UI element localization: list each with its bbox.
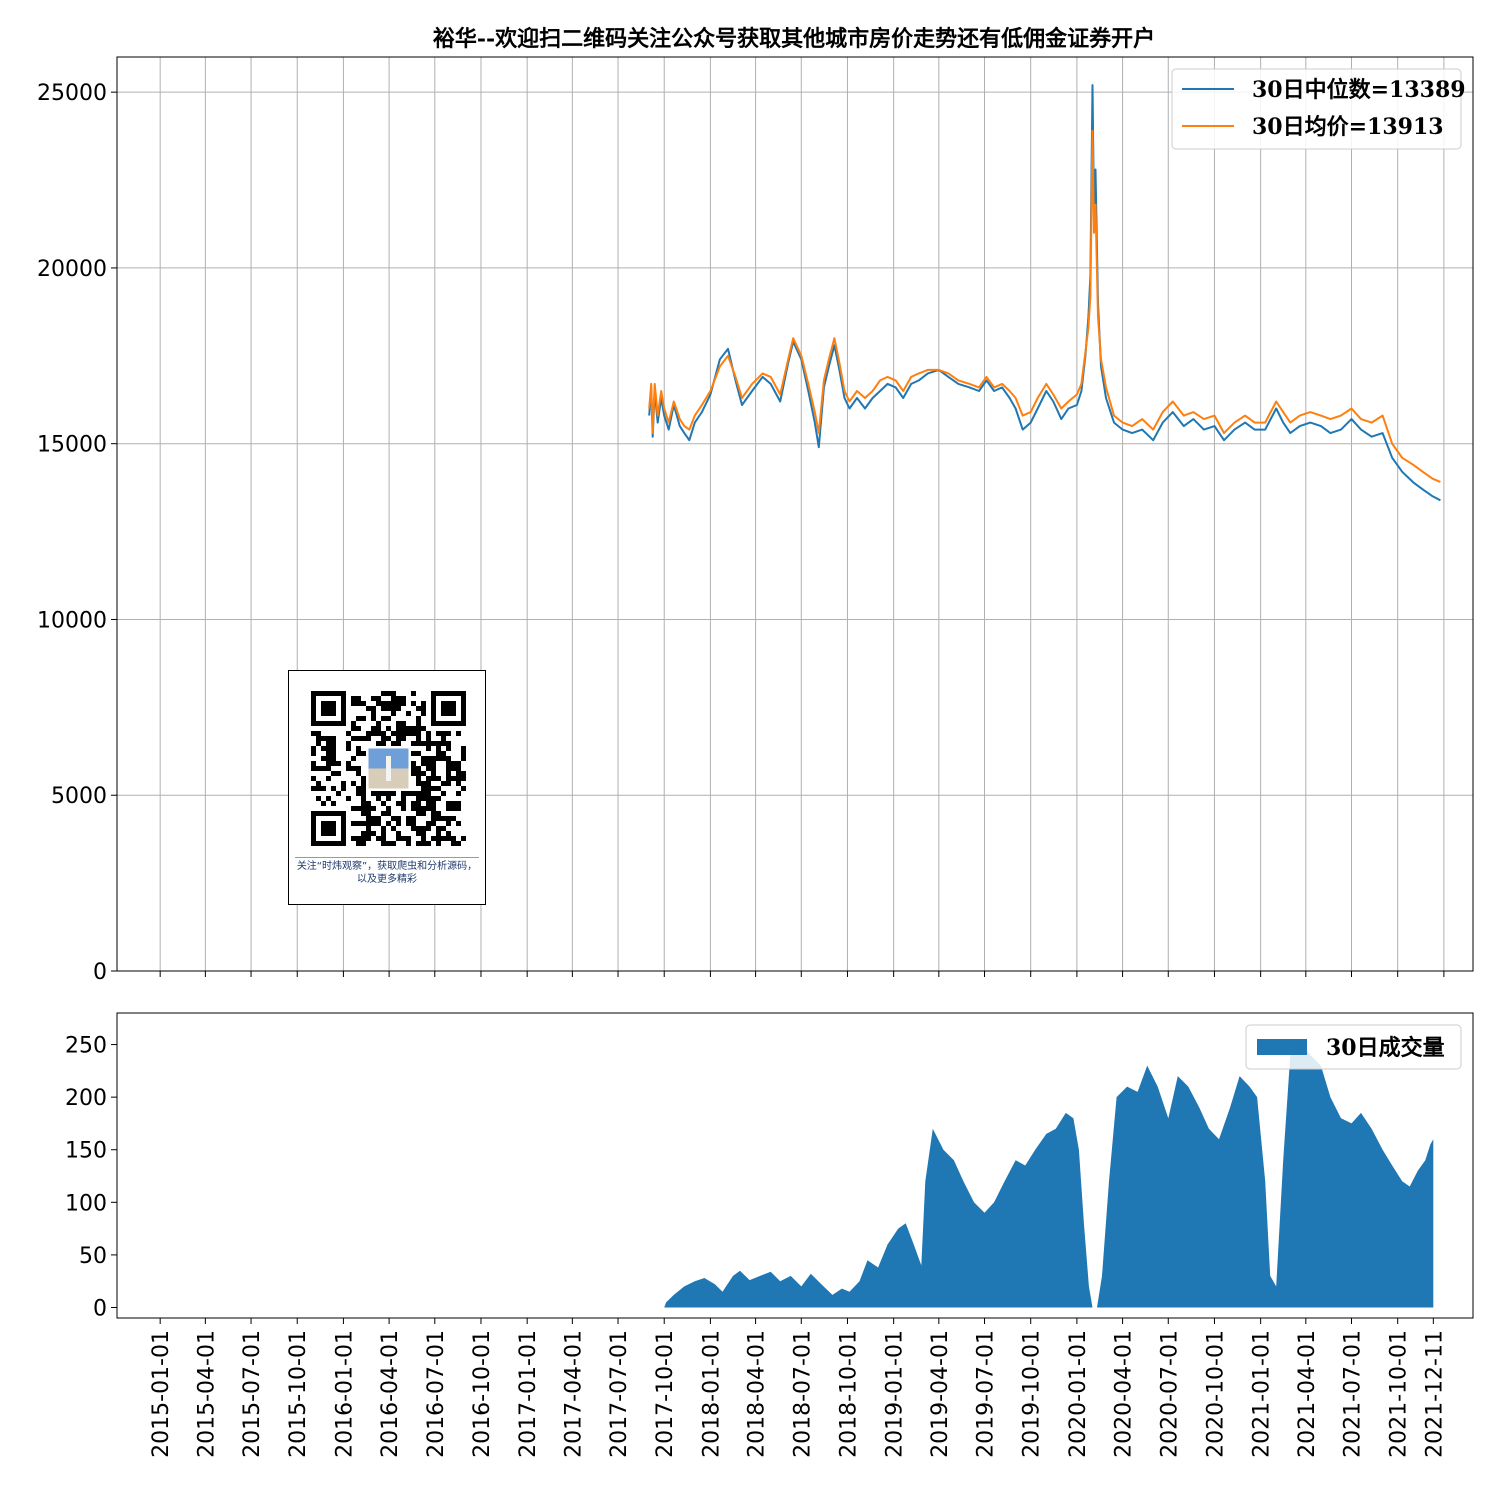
x-tick-label: 2021-10-01 <box>1387 1330 1412 1458</box>
x-tick-label: 2015-04-01 <box>194 1330 219 1458</box>
y-tick-label: 150 <box>65 1139 107 1164</box>
volume-legend: 30日成交量 <box>1245 1024 1462 1070</box>
x-tick-label: 2016-01-01 <box>332 1330 357 1458</box>
legend-box <box>1245 1024 1462 1070</box>
x-tick-label: 2021-07-01 <box>1341 1330 1366 1458</box>
x-tick-label: 2019-10-01 <box>1020 1330 1045 1458</box>
qr-code-panel: 关注“时炜观察”，获取爬虫和分析源码，以及更多精彩 <box>288 670 486 905</box>
y-tick-label: 20000 <box>37 257 107 282</box>
y-tick-label: 25000 <box>37 81 107 106</box>
x-tick-label: 2020-04-01 <box>1112 1330 1137 1458</box>
legend-box <box>1171 68 1462 150</box>
qr-code-icon <box>311 691 466 846</box>
x-tick-label: 2017-04-01 <box>561 1330 586 1458</box>
x-tick-label: 2018-04-01 <box>745 1330 770 1458</box>
y-tick-label: 10000 <box>37 608 107 633</box>
x-tick-label: 2018-01-01 <box>699 1330 724 1458</box>
x-tick-label: 2020-07-01 <box>1157 1330 1182 1458</box>
x-tick-label: 2019-07-01 <box>974 1330 999 1458</box>
x-tick-label: 2019-01-01 <box>883 1330 908 1458</box>
x-tick-label: 2015-10-01 <box>286 1330 311 1458</box>
price-legend: 30日中位数=13389 30日均价=13913 <box>1171 68 1466 150</box>
x-tick-label: 2015-07-01 <box>240 1330 265 1458</box>
x-tick-label: 2017-01-01 <box>516 1330 541 1458</box>
legend-label: 30日成交量 <box>1326 1035 1445 1061</box>
y-tick-label: 0 <box>93 960 107 985</box>
volume-area <box>664 1039 1434 1308</box>
y-tick-label: 15000 <box>37 433 107 458</box>
x-tick-label: 2015-01-01 <box>149 1330 174 1458</box>
legend-swatch <box>1257 1039 1307 1055</box>
x-tick-label: 2020-01-01 <box>1066 1330 1091 1458</box>
x-tick-label: 2019-04-01 <box>928 1330 953 1458</box>
y-tick-label: 5000 <box>51 784 107 809</box>
y-tick-label: 100 <box>65 1191 107 1216</box>
volume-axes: 0 50 100 150 200 250 2015-01-01 2015-04-01 2015-… <box>65 1012 1474 1458</box>
x-tick-label: 2016-10-01 <box>470 1330 495 1458</box>
x-tick-label: 2021-04-01 <box>1295 1330 1320 1458</box>
legend-label: 30日中位数=13389 <box>1252 77 1466 103</box>
x-tick-label: 2018-07-01 <box>790 1330 815 1458</box>
volume-axes-frame <box>116 1012 1474 1319</box>
y-tick-label: 0 <box>93 1296 107 1321</box>
chart-title: 裕华--欢迎扫二维码关注公众号获取其他城市房价走势还有低佣金证券开户 <box>433 26 1155 52</box>
y-tick-label: 200 <box>65 1086 107 1111</box>
y-tick-label: 50 <box>79 1244 107 1269</box>
y-tick-label: 250 <box>65 1034 107 1059</box>
legend-label: 30日均价=13913 <box>1252 114 1444 140</box>
x-tick-label: 2016-04-01 <box>378 1330 403 1458</box>
price-axes-frame <box>116 56 1474 972</box>
x-tick-label: 2020-10-01 <box>1203 1330 1228 1458</box>
x-tick-label: 2018-10-01 <box>836 1330 861 1458</box>
qr-caption: 关注“时炜观察”，获取爬虫和分析源码，以及更多精彩 <box>295 857 479 886</box>
x-tick-label: 2016-07-01 <box>424 1330 449 1458</box>
x-tick-label: 2017-07-01 <box>607 1330 632 1458</box>
series-line-median <box>648 84 1441 502</box>
series-line-mean <box>648 129 1441 483</box>
x-tick-label: 2021-12-11 <box>1422 1330 1447 1458</box>
x-tick-label: 2017-10-01 <box>653 1330 678 1458</box>
x-tick-label: 2021-01-01 <box>1250 1330 1275 1458</box>
